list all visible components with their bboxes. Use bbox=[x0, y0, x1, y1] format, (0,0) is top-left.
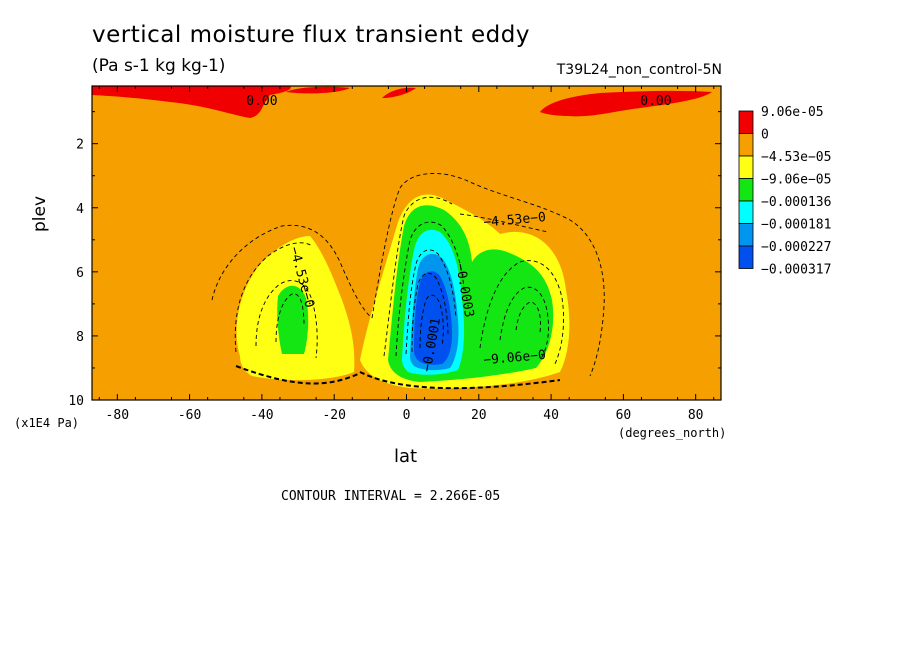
legend-label: 9.06e-05 bbox=[761, 105, 824, 120]
x-tick-label: -20 bbox=[322, 408, 345, 423]
legend-swatch bbox=[738, 245, 754, 269]
contour-interval: CONTOUR INTERVAL = 2.266E-05 bbox=[281, 489, 501, 504]
contour-line-central-3 bbox=[405, 249, 457, 355]
contour-line-central-2 bbox=[395, 221, 465, 357]
legend-swatch bbox=[738, 200, 754, 224]
y-axis-ticks: 2 4 6 8 10 bbox=[68, 111, 721, 409]
run-label: T39L24_non_control-5N bbox=[556, 62, 722, 78]
legend-label: 0 bbox=[761, 128, 769, 143]
contour-lines bbox=[211, 173, 605, 377]
legend-swatch bbox=[738, 155, 754, 179]
chart-title: vertical moisture flux transient eddy bbox=[92, 22, 530, 48]
y-tick-label: 2 bbox=[76, 138, 84, 153]
legend-label: −4.53e−05 bbox=[761, 150, 831, 165]
contour-line-outer-central bbox=[371, 173, 605, 377]
x-tick-label: 80 bbox=[688, 408, 704, 423]
y-tick-label: 8 bbox=[76, 330, 84, 345]
x-axis-ticks: -80 -60 -40 -20 0 20 40 60 80 bbox=[98, 86, 715, 423]
contour-fill-layer bbox=[92, 86, 721, 400]
legend-swatch bbox=[738, 133, 754, 157]
x-tick-label: -60 bbox=[178, 408, 201, 423]
contour-line-outer-south bbox=[211, 224, 373, 319]
legend-label: −9.06e−05 bbox=[761, 173, 831, 188]
x-axis-unit: (degrees_north) bbox=[618, 426, 727, 440]
x-tick-label: 40 bbox=[543, 408, 559, 423]
contour-label: −4.53e−0 bbox=[483, 210, 547, 230]
legend-label: −0.000181 bbox=[761, 218, 831, 233]
region-positive-top-left bbox=[92, 86, 291, 118]
x-tick-label: 60 bbox=[616, 408, 632, 423]
contour-label: 0.00 bbox=[246, 94, 277, 109]
x-tick-label: -80 bbox=[106, 408, 129, 423]
contour-line-central-4 bbox=[411, 272, 449, 353]
contour-line-south-1 bbox=[234, 242, 313, 353]
color-legend: 9.06e-05 0 −4.53e−05 −9.06e−05 −0.000136 −0.0… bbox=[738, 105, 831, 278]
contour-line-bold-central bbox=[359, 371, 561, 390]
contour-label: −9.06e−0 bbox=[483, 348, 547, 368]
x-axis-label: lat bbox=[394, 446, 418, 467]
contour-label: 0.00 bbox=[640, 94, 671, 109]
contour-line-upper-right bbox=[459, 213, 549, 233]
x-tick-label: 20 bbox=[471, 408, 487, 423]
legend-swatch bbox=[738, 223, 754, 247]
zero-contours bbox=[235, 365, 561, 390]
contour-line-central-5 bbox=[419, 294, 444, 349]
legend-swatch bbox=[738, 110, 754, 134]
legend-label: −0.000317 bbox=[761, 263, 831, 278]
y-tick-label: 10 bbox=[68, 394, 84, 409]
y-tick-label: 4 bbox=[76, 202, 84, 217]
region-positive-top-mid2 bbox=[382, 87, 416, 98]
y-tick-label: 6 bbox=[76, 266, 84, 281]
legend-label: −0.000227 bbox=[761, 240, 831, 255]
x-tick-label: 0 bbox=[403, 408, 411, 423]
legend-label: −0.000136 bbox=[761, 195, 831, 210]
region-positive-top-right bbox=[540, 90, 712, 117]
contour-line-north-2 bbox=[499, 286, 549, 361]
contour-line-north-1 bbox=[479, 260, 564, 367]
legend-swatch bbox=[738, 178, 754, 202]
contour-line-south-3 bbox=[275, 293, 305, 343]
contour-line-south-2 bbox=[255, 280, 318, 359]
y-axis-unit: (x1E4 Pa) bbox=[14, 416, 80, 430]
region-green-south bbox=[277, 285, 309, 354]
chart-units: (Pa s-1 kg kg-1) bbox=[92, 56, 226, 76]
contour-line-bold-south bbox=[235, 365, 359, 385]
contour-line-central-1 bbox=[383, 196, 453, 357]
x-tick-label: -40 bbox=[250, 408, 273, 423]
